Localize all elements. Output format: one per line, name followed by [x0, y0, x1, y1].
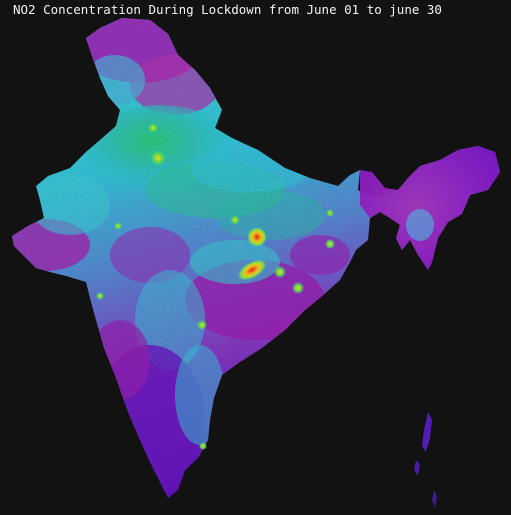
- map-title: NO2 Concentration During Lockdown from J…: [13, 2, 442, 17]
- hotspot-bihar: [325, 239, 335, 249]
- hotspot-central-2: [197, 320, 207, 330]
- hotspot-central-1: [230, 215, 240, 225]
- northeast-region: [360, 146, 500, 270]
- hotspot-ne-1: [326, 209, 334, 217]
- hotspot-chennai: [199, 442, 207, 450]
- hotspot-east-1: [274, 266, 286, 278]
- hotspot-odisha: [292, 282, 304, 294]
- hotspot-jharkhand: [237, 259, 267, 281]
- hotspot-west-1: [114, 222, 122, 230]
- hotspot-kolkata-region: [247, 227, 267, 247]
- hotspot-delhi: [150, 150, 166, 166]
- hotspot-mumbai: [96, 292, 104, 300]
- hotspot-north-1: [148, 123, 158, 133]
- andaman-islands: [422, 412, 432, 452]
